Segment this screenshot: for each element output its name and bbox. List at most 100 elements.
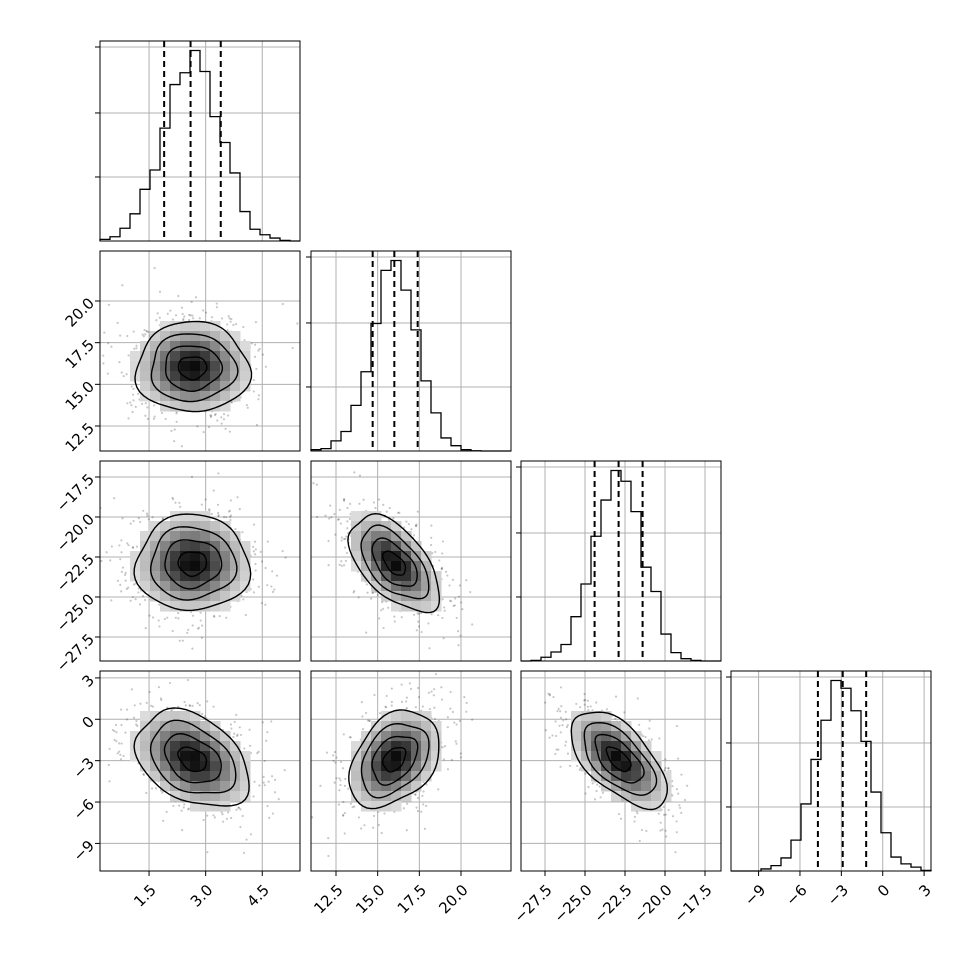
scatter-point bbox=[548, 736, 551, 739]
density-cell bbox=[190, 751, 201, 762]
scatter-point bbox=[578, 768, 581, 772]
scatter-point bbox=[648, 727, 651, 730]
density-cell bbox=[200, 771, 211, 782]
scatter-point bbox=[361, 715, 364, 718]
scatter-point bbox=[178, 639, 181, 642]
scatter-point bbox=[109, 559, 112, 562]
scatter-point bbox=[327, 854, 330, 858]
density-cell bbox=[190, 741, 201, 752]
scatter-point bbox=[239, 808, 242, 811]
panel-frame bbox=[310, 670, 512, 872]
scatter-point bbox=[357, 816, 360, 819]
scatter-point bbox=[659, 829, 662, 832]
scatter-point bbox=[644, 735, 647, 739]
scatter-point bbox=[190, 475, 194, 478]
density-cell bbox=[411, 601, 422, 612]
scatter-point bbox=[583, 692, 586, 696]
density-cell bbox=[421, 711, 432, 722]
density-cell bbox=[200, 601, 211, 612]
density-cell bbox=[220, 391, 231, 402]
density-cell bbox=[391, 791, 402, 802]
density-cell bbox=[621, 761, 632, 772]
scatter-point bbox=[187, 678, 190, 682]
scatter-point bbox=[180, 445, 183, 448]
density-cell bbox=[401, 771, 412, 782]
scatter-point bbox=[245, 838, 248, 841]
scatter-point bbox=[428, 647, 431, 650]
density-cell bbox=[411, 591, 422, 602]
scatter-panel-1-0 bbox=[97, 250, 301, 452]
scatter-point bbox=[136, 724, 139, 727]
y-tick-label: −20.0 bbox=[53, 510, 98, 555]
scatter-point bbox=[90, 580, 92, 582]
density-cell bbox=[140, 571, 151, 582]
scatter-point bbox=[460, 601, 463, 604]
contour-line-2 bbox=[583, 721, 658, 796]
scatter-point bbox=[617, 812, 621, 816]
scatter-point bbox=[544, 701, 547, 704]
scatter-point bbox=[132, 519, 135, 523]
scatter-point bbox=[340, 539, 343, 542]
density-cell bbox=[631, 751, 642, 762]
density-cell bbox=[180, 751, 191, 762]
contour-line-2 bbox=[360, 524, 430, 600]
scatter-point bbox=[343, 811, 346, 815]
scatter-point bbox=[266, 804, 269, 808]
scatter-point bbox=[362, 498, 365, 501]
scatter-point bbox=[671, 780, 674, 783]
scatter-point bbox=[333, 750, 336, 754]
density-cell bbox=[661, 781, 672, 792]
contour-line-0 bbox=[177, 356, 208, 381]
density-cell bbox=[190, 601, 201, 612]
scatter-point bbox=[385, 694, 388, 698]
scatter-point bbox=[162, 819, 165, 822]
scatter-point bbox=[148, 690, 151, 694]
scatter-point bbox=[134, 598, 137, 601]
scatter-point bbox=[241, 814, 244, 818]
scatter-point bbox=[342, 564, 346, 567]
contour-line-2 bbox=[149, 526, 238, 601]
scatter-point bbox=[372, 501, 376, 504]
scatter-point bbox=[663, 769, 666, 772]
scatter-point bbox=[192, 317, 195, 320]
scatter-point bbox=[586, 699, 589, 702]
scatter-point bbox=[199, 611, 202, 614]
scatter-point bbox=[415, 524, 418, 527]
scatter-point bbox=[583, 703, 586, 706]
scatter-point bbox=[235, 808, 238, 811]
density-cell bbox=[240, 361, 251, 372]
density-cell bbox=[601, 741, 612, 752]
x-tick-label: −3 bbox=[824, 881, 852, 909]
scatter-point bbox=[584, 698, 587, 702]
density-cell bbox=[180, 781, 191, 792]
scatter-point bbox=[343, 832, 346, 835]
scatter-point bbox=[303, 790, 305, 792]
density-cell bbox=[391, 601, 402, 612]
density-cell bbox=[150, 761, 161, 772]
scatter-point bbox=[137, 392, 140, 395]
panel-frame bbox=[310, 250, 512, 452]
panel-frame bbox=[99, 250, 301, 452]
scatter-panel-3-1 bbox=[303, 670, 512, 872]
scatter-point bbox=[441, 616, 444, 620]
scatter-point bbox=[102, 362, 105, 365]
histogram-bars bbox=[521, 469, 721, 662]
density-cell bbox=[190, 711, 201, 722]
density-cell bbox=[411, 721, 422, 732]
density-cell bbox=[200, 541, 211, 552]
scatter-point bbox=[100, 559, 103, 563]
scatter-point bbox=[412, 534, 416, 537]
scatter-point bbox=[559, 710, 562, 713]
scatter-point bbox=[327, 564, 330, 567]
density-cell bbox=[401, 721, 412, 732]
density-cell bbox=[371, 581, 382, 592]
density-cell bbox=[180, 551, 191, 562]
scatter-point bbox=[108, 747, 111, 751]
scatter-point bbox=[97, 416, 99, 418]
density-cell bbox=[150, 541, 161, 552]
scatter-point bbox=[441, 552, 444, 555]
scatter-point bbox=[453, 721, 456, 724]
contour-line-1 bbox=[164, 539, 223, 590]
scatter-point bbox=[202, 309, 205, 312]
scatter-point bbox=[108, 780, 111, 783]
